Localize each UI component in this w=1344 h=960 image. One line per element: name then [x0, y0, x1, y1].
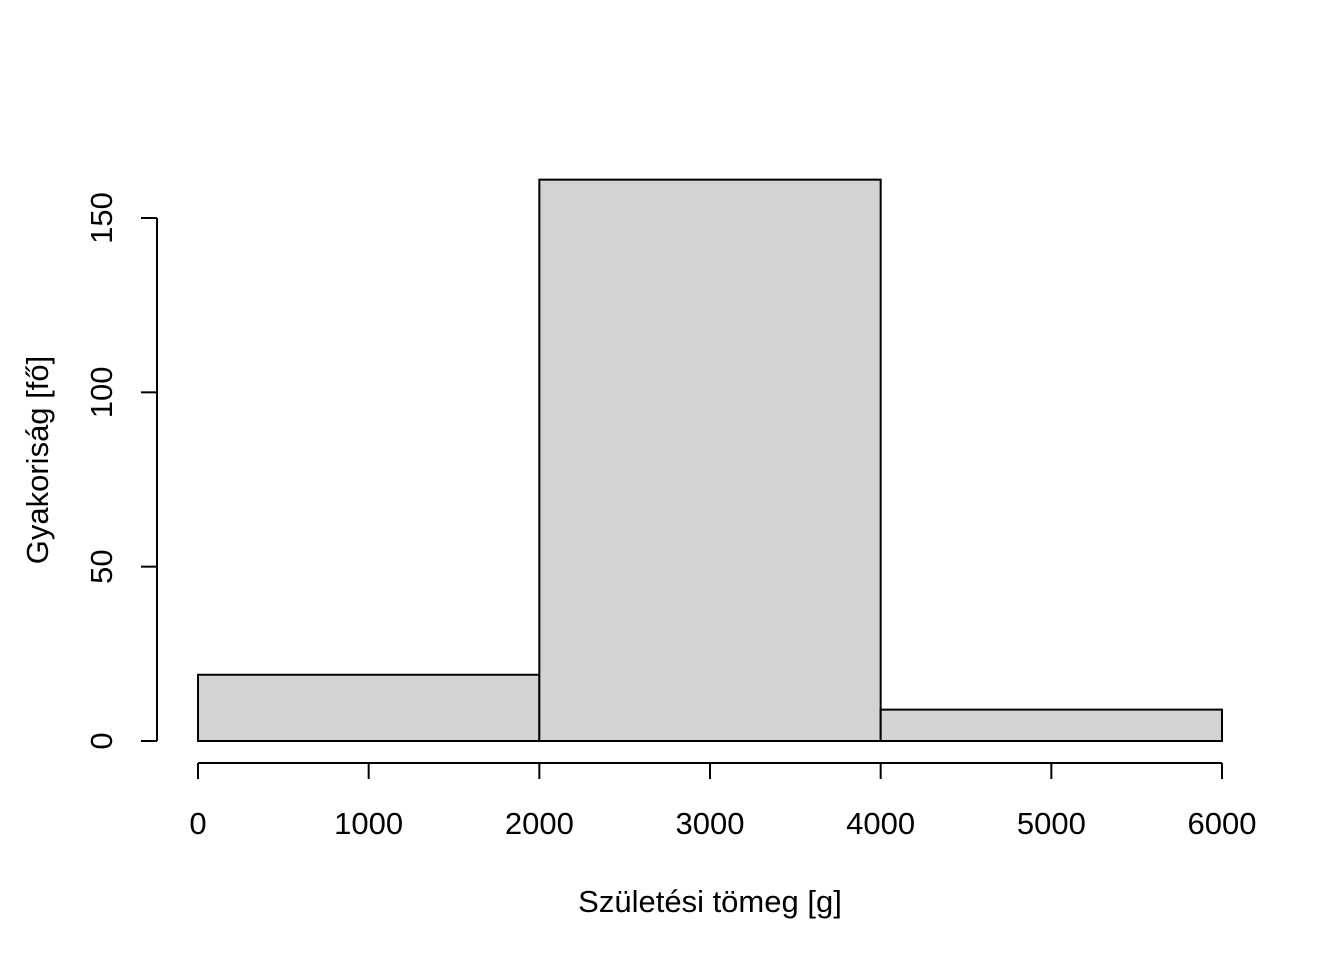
- x-tick-label-2: 2000: [505, 806, 574, 841]
- x-tick-label-6: 6000: [1188, 806, 1257, 841]
- x-tick-label-4: 4000: [846, 806, 915, 841]
- y-tick-label-0: 0: [84, 732, 119, 749]
- y-axis-ticks: 0 50 100 150: [84, 192, 157, 750]
- y-axis: 0 50 100 150: [84, 192, 158, 750]
- x-tick-label-0: 0: [189, 806, 206, 841]
- x-axis-ticks: 0 1000 2000 3000 4000 5000 6000: [189, 763, 1256, 841]
- histogram-bar-0: [197, 673, 541, 743]
- x-axis: 0 1000 2000 3000 4000 5000 6000: [189, 762, 1256, 841]
- x-axis-title: Születési tömeg [g]: [578, 884, 842, 919]
- histogram-bar-2: [879, 708, 1224, 742]
- y-tick-label-3: 150: [84, 192, 119, 244]
- y-tick-label-1: 50: [84, 549, 119, 583]
- y-tick-label-2: 100: [84, 366, 119, 418]
- histogram-bars: [197, 178, 1224, 743]
- x-tick-label-5: 5000: [1017, 806, 1086, 841]
- histogram-bar-1: [538, 178, 882, 742]
- y-axis-title: Gyakoriság [fő]: [20, 356, 55, 564]
- x-tick-label-3: 3000: [676, 806, 745, 841]
- x-tick-label-1: 1000: [334, 806, 403, 841]
